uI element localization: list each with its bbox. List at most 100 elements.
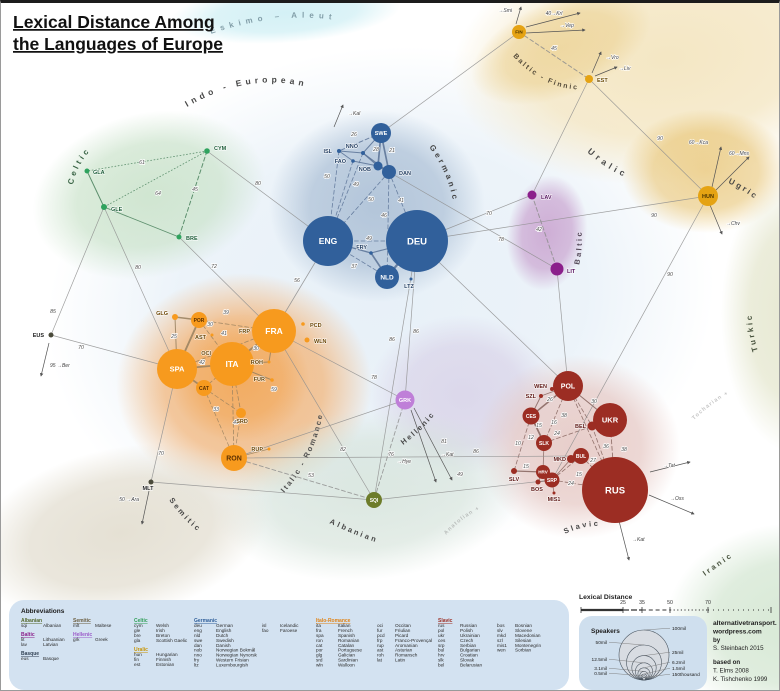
node-label-fao: FAO	[335, 159, 347, 165]
edge-label: 38	[561, 413, 567, 419]
abbrev-name-rup: Aromanian	[395, 643, 418, 648]
node-label-oci: OCI	[201, 351, 211, 357]
abbrev-code-roh: roh	[377, 653, 384, 658]
abbrev-name-bre: Breton	[156, 633, 170, 638]
edge-label: 36	[603, 444, 609, 450]
node-label-cym: CYM	[214, 146, 227, 152]
abbrev-code-slv: slv	[497, 628, 503, 633]
abbrev-name-wln: Walloon	[338, 663, 355, 668]
node-nld	[375, 265, 399, 289]
edge-label: 50	[368, 197, 374, 203]
node-label-frp: FRP	[239, 329, 250, 335]
abbrev-name-hun: Hungarian	[156, 652, 178, 657]
abbrev-code-por: por	[316, 648, 323, 653]
node-grk	[395, 390, 415, 410]
arrow-label: →Kal	[348, 111, 361, 117]
node-pcd	[301, 322, 305, 326]
node-label-fra: FRA	[265, 326, 282, 336]
abbrev-name-gla: Scottish Gaelic	[156, 638, 188, 643]
node-label-ltz: LTZ	[404, 284, 414, 290]
edge-sqi-fra	[273, 330, 375, 501]
arrow-hye	[410, 409, 437, 483]
abbrev-name-dan: Danish	[216, 643, 231, 648]
edge-ukr-rus	[609, 419, 616, 491]
arrow-vro	[591, 51, 602, 74]
edge-ron-bul	[233, 455, 582, 459]
abbrev-name-fra: French	[338, 628, 353, 633]
node-label-srp: SRP	[547, 478, 558, 484]
abbrev-name-gle: Irish	[156, 628, 165, 633]
blob-ura	[451, 3, 779, 185]
edge-label: 59	[271, 387, 277, 393]
speakers-ring-label: 150thousand	[672, 672, 700, 678]
node-mis1	[552, 491, 556, 495]
node-gle	[101, 204, 107, 210]
attribution-site1: alternativetransport.	[713, 620, 777, 627]
arrow-kal	[333, 104, 344, 128]
edge-label: 15	[523, 464, 529, 470]
node-eus	[48, 332, 54, 338]
abbrev-group-celtic: Celtic	[134, 618, 148, 624]
abbrev-code-ukr: ukr	[438, 633, 445, 638]
node-label-lav: LAV	[541, 195, 552, 201]
speakers-ring-label: 6.2mil	[672, 660, 685, 666]
abbrev-name-spa: Spanish	[338, 633, 355, 638]
abbrev-code-mis1: mis1	[497, 643, 507, 648]
abbrev-name-swe: Swedish	[216, 638, 234, 643]
lexical-scale-tick-label: 70	[705, 600, 711, 606]
edge-label: 15	[576, 472, 582, 478]
edge-dan-lit	[388, 171, 558, 270]
arrow-label: →Oss	[670, 496, 684, 502]
lexical-scale-tick-label: 35	[639, 600, 645, 606]
abbrev-name-mis1: Montenegrin	[515, 643, 541, 648]
node-bul	[573, 448, 589, 464]
speakers-leader-line	[643, 661, 671, 669]
edge-label: 26	[350, 132, 357, 138]
edge-ces-slv	[513, 415, 532, 472]
node-label-ces: CES	[526, 414, 537, 420]
abbrev-name-frp: Franco-Provençal	[395, 638, 432, 643]
edge-lav-est	[531, 78, 590, 196]
abbreviations-title: Abbreviations	[21, 608, 65, 615]
abbrev-code-swe: swe	[194, 638, 203, 643]
edge-label: 49	[366, 236, 372, 242]
arrow-smi	[515, 6, 522, 25]
abbrev-code-rus: rus	[438, 623, 445, 628]
abbrev-code-gle: gle	[134, 628, 141, 633]
edge-label: 21	[388, 148, 395, 154]
family-blobs	[1, 3, 779, 690]
abbrev-name-ast: Asturian	[395, 648, 413, 653]
abbrev-name-fur: Friulian	[395, 628, 411, 633]
abbrev-name-ron: Romanian	[338, 638, 360, 643]
branch-label-tocharian: Tocharian +	[691, 390, 730, 421]
speakers-ring-label: 50mil	[596, 640, 607, 646]
node-spa	[157, 349, 197, 389]
abbrev-name-deu: German	[216, 623, 233, 628]
edge-label: 27	[589, 458, 597, 464]
abbrev-group-germanic: Germanic	[194, 618, 217, 624]
node-label-rus: RUS	[605, 485, 625, 496]
edge-hun-srp	[551, 195, 709, 481]
abbrev-code-sqi: sqi	[21, 623, 27, 628]
speakers-rings: 100mil 50mil 25mil 12.5mil 6.2mil 3.1mil 1.5mi…	[592, 626, 700, 681]
abbrev-code-ita: ita	[316, 623, 321, 628]
edge-label: 81	[441, 439, 447, 445]
node-label-hun: HUN	[702, 194, 714, 200]
page-title-line1: Lexical Distance Among	[13, 12, 215, 32]
edge-label: 49	[457, 472, 463, 478]
abbrev-group-italoromance: Italo-Romance	[316, 618, 351, 624]
node-glg	[172, 314, 178, 320]
node-fao	[351, 159, 355, 163]
node-label-bos: BOS	[531, 487, 543, 493]
abbrev-name-lav: Latvian	[43, 642, 59, 647]
node-fin	[512, 25, 526, 39]
node-label-mlt: MLT	[143, 486, 155, 492]
speakers-leader-line	[608, 667, 645, 672]
speakers-leader-line	[643, 667, 671, 675]
arrow-label: →Smi	[498, 8, 513, 14]
arrow-95ber	[39, 342, 50, 377]
node-mkd	[567, 455, 575, 463]
arrow-liv	[594, 66, 618, 77]
node-gla	[84, 168, 90, 174]
edge-isl-nno	[338, 150, 364, 154]
